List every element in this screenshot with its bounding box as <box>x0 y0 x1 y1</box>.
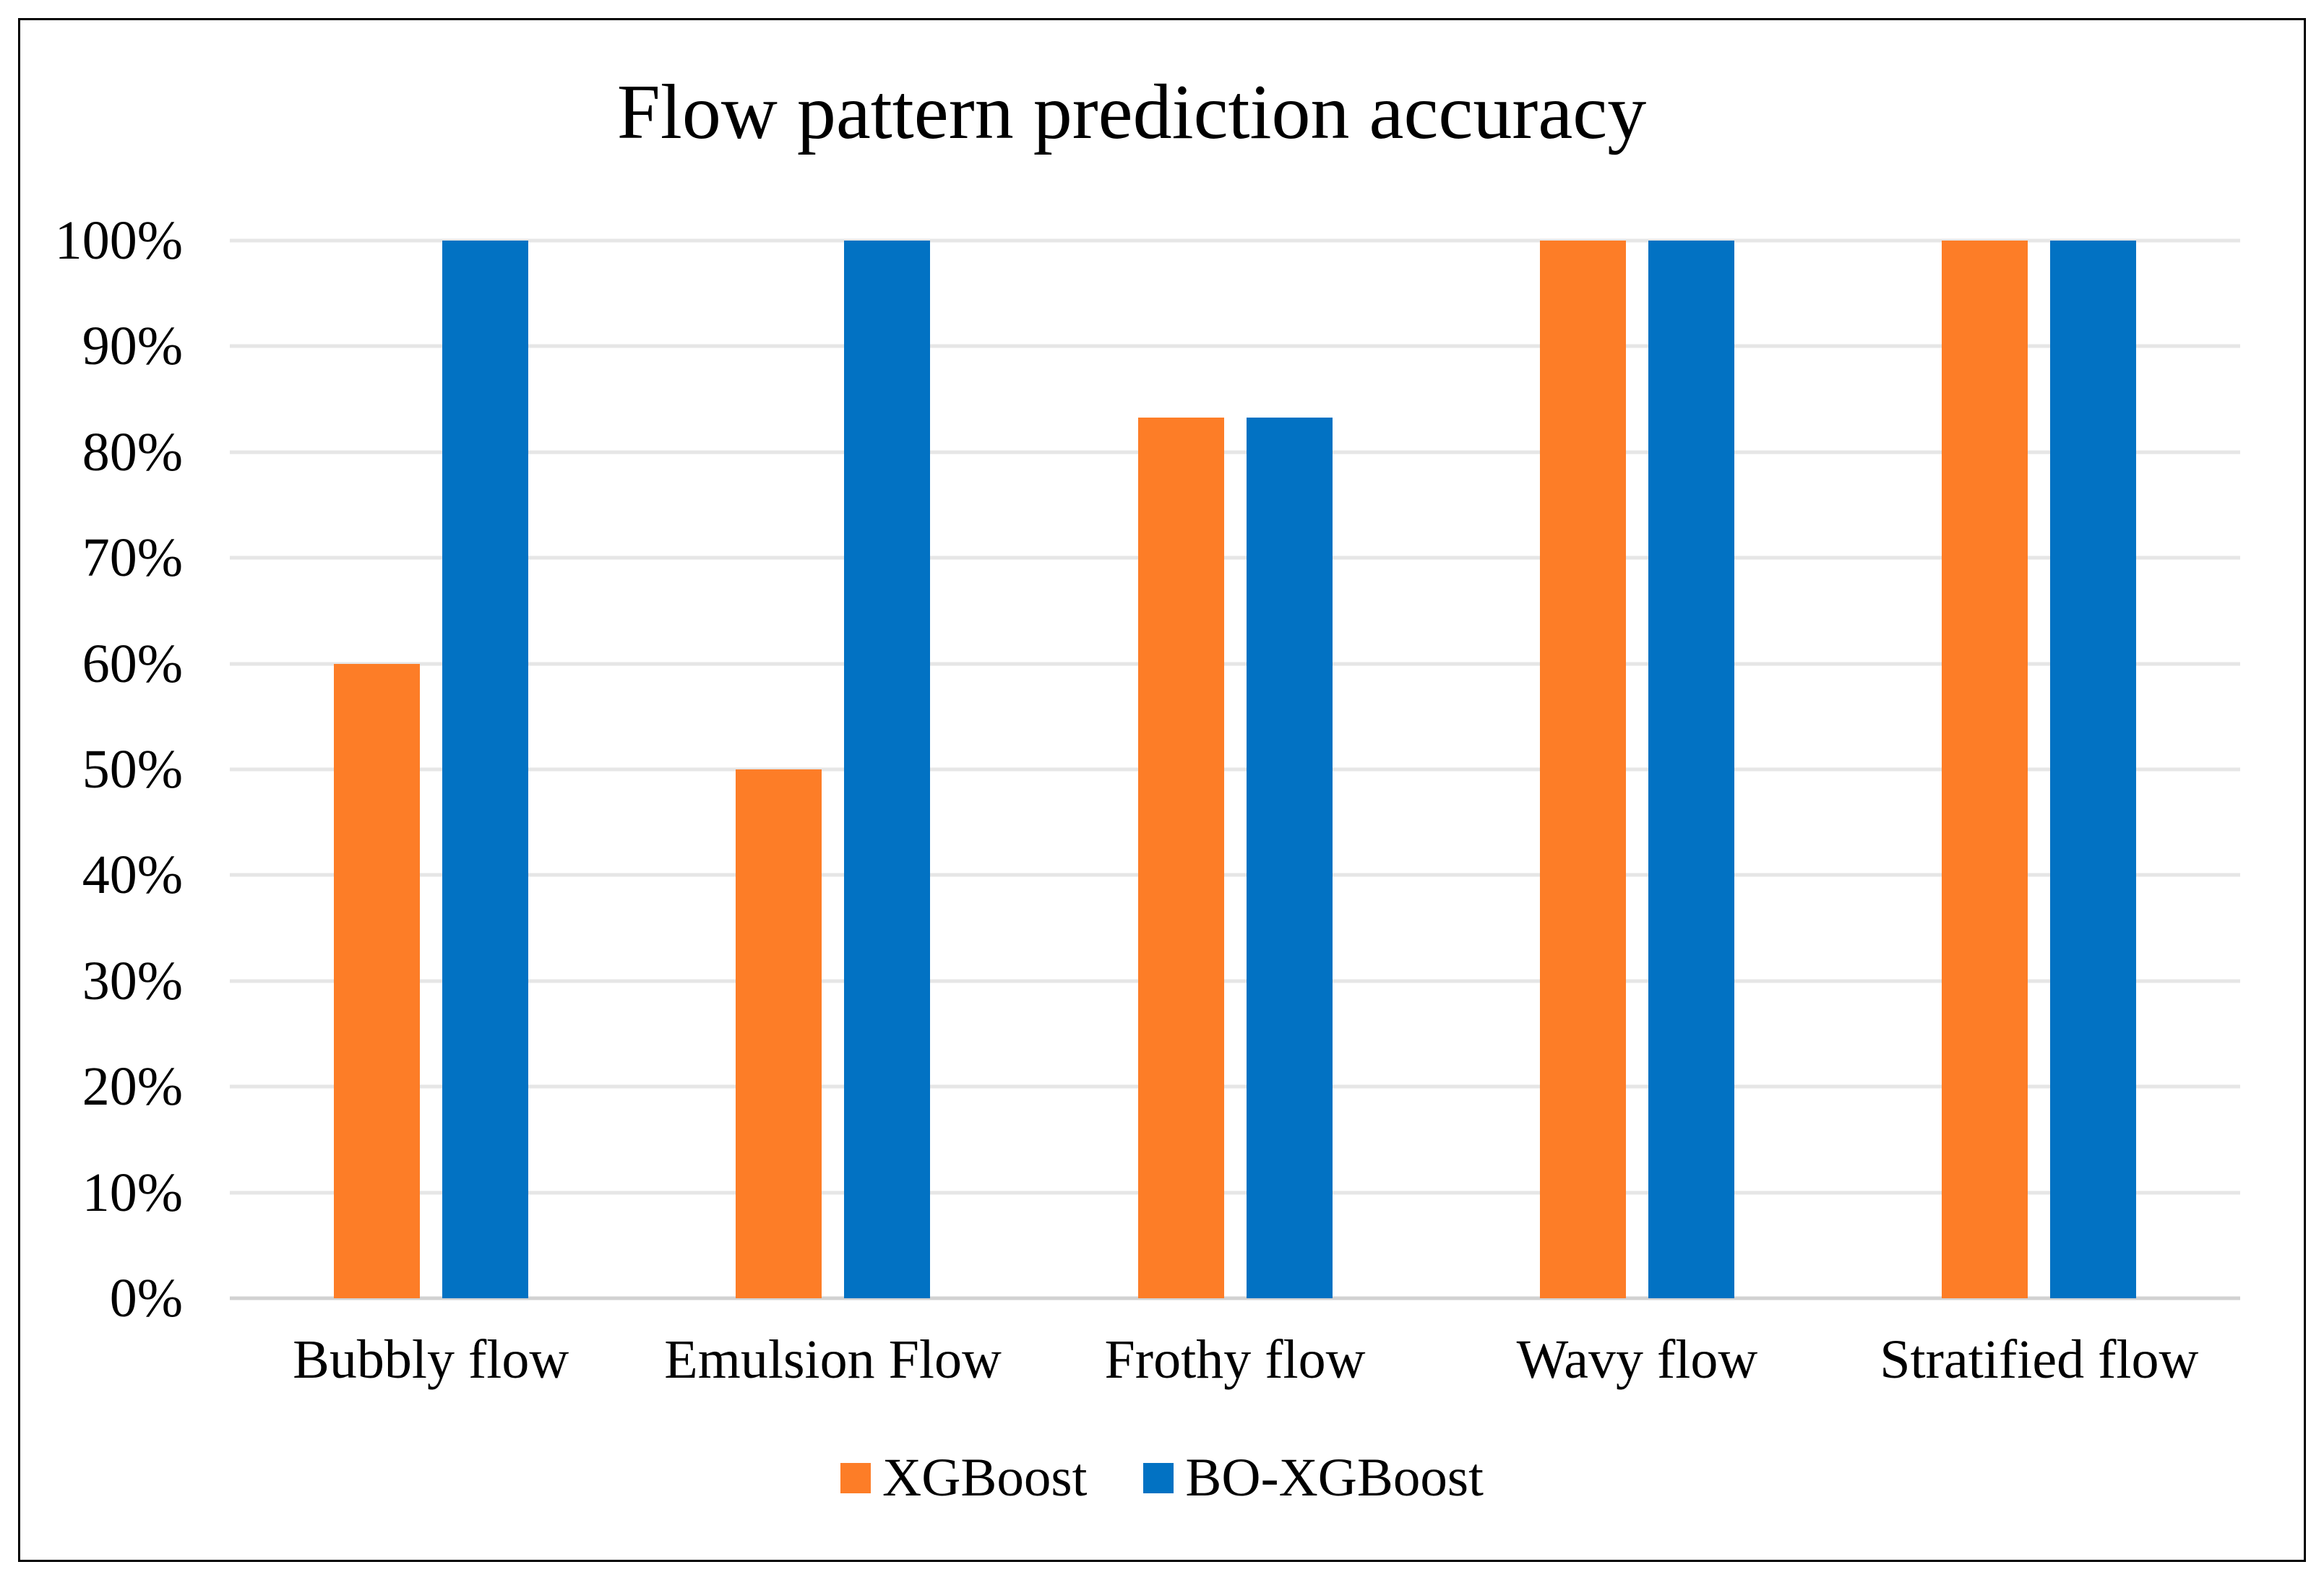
y-axis-tick-label: 0% <box>109 1268 183 1329</box>
bar-group-emulsion-flow <box>632 241 1033 1298</box>
bar-bo-xgboost-stratified-flow <box>2050 241 2137 1298</box>
y-axis: 0% 10% 20% 30% 40% 50% 60% 70% 80% 90% 100% <box>0 210 183 1329</box>
y-axis-tick-label: 100% <box>54 210 183 271</box>
bar-group-bubbly-flow <box>230 241 632 1298</box>
bar-bo-xgboost-emulsion-flow <box>844 241 931 1298</box>
legend: XGBoost BO-XGBoost <box>0 1446 2324 1510</box>
bar-xgboost-wavy-flow <box>1539 241 1626 1298</box>
chart-frame <box>18 18 2306 1562</box>
y-axis-tick-label: 90% <box>82 316 183 377</box>
x-axis: Bubbly flow Emulsion Flow Frothy flow Wavy … <box>230 1326 2240 1393</box>
y-axis-tick-label: 70% <box>82 527 183 589</box>
x-axis-line <box>230 1296 2240 1300</box>
chart-title: Flow pattern prediction accuracy <box>616 69 1647 155</box>
legend-item-xgboost: XGBoost <box>840 1446 1087 1510</box>
y-axis-tick-label: 20% <box>82 1056 183 1118</box>
gridline <box>230 238 2240 243</box>
y-axis-tick-label: 60% <box>82 633 183 694</box>
plot-area <box>230 238 2240 1300</box>
legend-label: XGBoost <box>882 1448 1088 1508</box>
bar-xgboost-bubbly-flow <box>333 663 420 1298</box>
gridline <box>230 873 2240 877</box>
grid-layer <box>230 238 2240 1300</box>
legend-swatch-bo-xgboost <box>1143 1463 1174 1493</box>
gridline <box>230 979 2240 983</box>
legend-swatch-xgboost <box>840 1463 872 1493</box>
bar-group-wavy-flow <box>1436 241 1838 1298</box>
legend-item-bo-xgboost: BO-XGBoost <box>1143 1446 1484 1510</box>
gridline <box>230 662 2240 666</box>
x-axis-category-label: Emulsion Flow <box>664 1329 1002 1390</box>
bar-xgboost-emulsion-flow <box>736 769 822 1298</box>
x-axis-category-label: Wavy flow <box>1516 1329 1758 1390</box>
bar-bo-xgboost-wavy-flow <box>1648 241 1734 1298</box>
x-axis-category-label: Frothy flow <box>1104 1329 1366 1390</box>
bar-xgboost-frothy-flow <box>1137 417 1224 1298</box>
bar-group-stratified-flow <box>1838 241 2240 1298</box>
bar-bo-xgboost-frothy-flow <box>1246 417 1333 1298</box>
bars-layer <box>230 241 2240 1298</box>
legend-label: BO-XGBoost <box>1185 1448 1484 1508</box>
gridline <box>230 556 2240 560</box>
y-axis-tick-label: 80% <box>82 421 183 483</box>
gridline <box>230 767 2240 772</box>
x-axis-category-label: Bubbly flow <box>293 1329 569 1390</box>
y-axis-tick-label: 50% <box>82 739 183 800</box>
y-axis-tick-label: 30% <box>82 950 183 1011</box>
bar-bo-xgboost-bubbly-flow <box>442 241 528 1298</box>
y-axis-tick-label: 10% <box>82 1162 183 1223</box>
gridline <box>230 1191 2240 1195</box>
gridline <box>230 450 2240 454</box>
y-axis-tick-label: 40% <box>82 845 183 906</box>
x-axis-category-label: Stratified flow <box>1880 1329 2199 1390</box>
gridline <box>230 344 2240 348</box>
gridline <box>230 1084 2240 1089</box>
bar-group-frothy-flow <box>1034 241 1436 1298</box>
bar-xgboost-stratified-flow <box>1942 241 2028 1298</box>
